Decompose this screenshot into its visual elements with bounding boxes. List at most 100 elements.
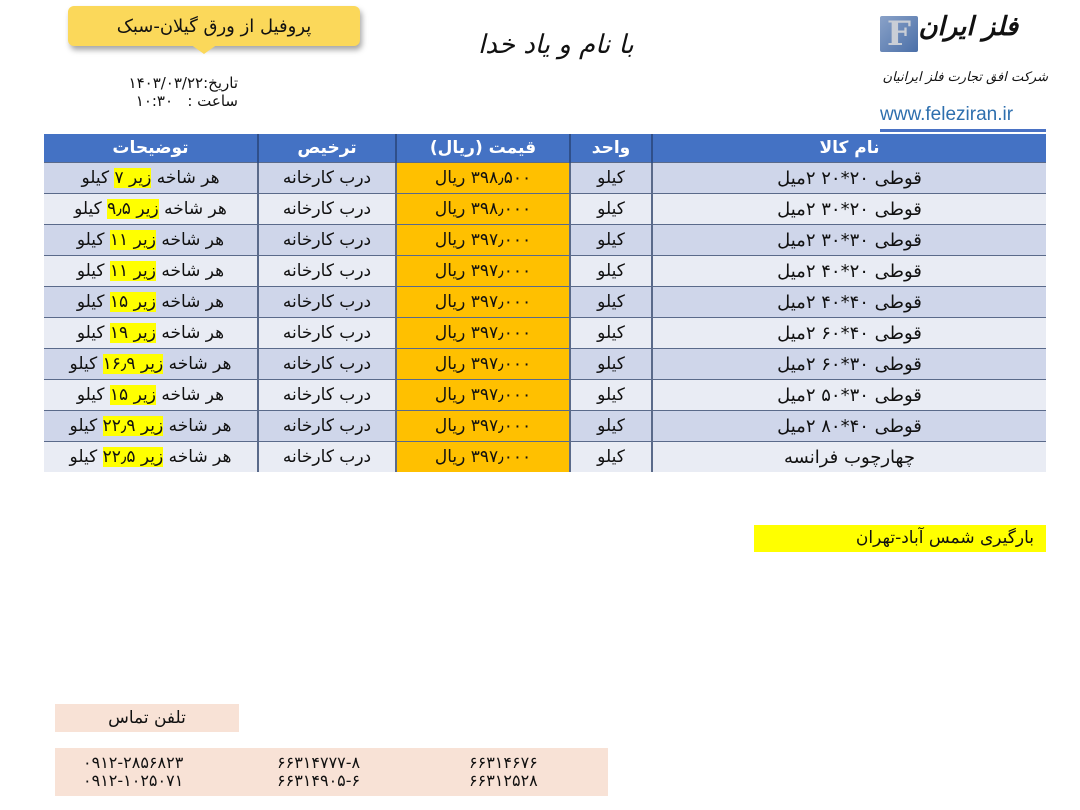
product-thickness: ۲میل	[777, 198, 816, 220]
header-unit: واحد	[569, 134, 652, 163]
phone-number: ۶۶۳۱۲۵۲۸	[469, 771, 538, 790]
price-cell: ۳۹۷٫۰۰۰ ریال	[395, 224, 570, 256]
product-type: قوطی	[874, 384, 922, 406]
unit-cell: کیلو	[569, 348, 652, 380]
product-size: ۳۰*۳۰	[821, 229, 869, 251]
logo-name: فلز ایران	[918, 12, 1018, 42]
header-product-name: نام کالا	[651, 134, 1046, 163]
weight-highlight: زیر ۲۲٫۹	[102, 416, 164, 436]
phone-number: ۰۹۱۲-۲۸۵۶۸۲۳	[83, 753, 184, 772]
table-row: قوطی ۳۰*۲۰ ۲میل کیلو ۳۹۸٫۰۰۰ ریال درب کارخا…	[44, 193, 1046, 225]
product-size: ۸۰*۴۰	[821, 415, 869, 437]
header-description: توضیحات	[44, 134, 258, 163]
contact-phone-label: تلفن تماس	[55, 704, 239, 732]
description-suffix: کیلو	[76, 230, 110, 250]
product-name-cell: قوطی ۶۰*۴۰ ۲میل	[651, 317, 1046, 349]
product-thickness: ۲میل	[777, 167, 816, 189]
product-size: ۶۰*۳۰	[821, 353, 869, 375]
product-thickness: ۲میل	[777, 353, 816, 375]
description-suffix: کیلو	[76, 385, 110, 405]
description-cell: هر شاخه زیر ۱۱ کیلو	[44, 255, 258, 287]
phone-column-mobile: ۰۹۱۲-۲۸۵۶۸۲۳ ۰۹۱۲-۱۰۲۵۰۷۱	[83, 754, 183, 790]
price-cell: ۳۹۷٫۰۰۰ ریال	[395, 410, 570, 442]
price-cell: ۳۹۷٫۰۰۰ ریال	[395, 379, 570, 411]
date-label: تاریخ:	[203, 74, 238, 92]
product-type: قوطی	[874, 198, 922, 220]
description-cell: هر شاخه زیر ۲۲٫۵ کیلو	[44, 441, 258, 472]
description-cell: هر شاخه زیر ۹٫۵ کیلو	[44, 193, 258, 225]
description-prefix: هر شاخه	[155, 261, 225, 281]
description-suffix: کیلو	[69, 416, 103, 436]
price-cell: ۳۹۸٫۰۰۰ ریال	[395, 193, 570, 225]
product-size: ۲۰*۲۰	[821, 167, 869, 189]
table-row: قوطی ۶۰*۳۰ ۲میل کیلو ۳۹۷٫۰۰۰ ریال درب کارخا…	[44, 348, 1046, 380]
description-suffix: کیلو	[81, 168, 115, 188]
product-type: قوطی	[874, 291, 922, 313]
product-type: قوطی	[874, 322, 922, 344]
product-type: قوطی	[874, 229, 922, 251]
product-name-cell: قوطی ۴۰*۴۰ ۲میل	[651, 286, 1046, 318]
date-value: ۱۴۰۳/۰۳/۲۲	[128, 74, 204, 92]
product-name-cell: قوطی ۸۰*۴۰ ۲میل	[651, 410, 1046, 442]
phone-number: ۶۶۳۱۴۶۷۶	[469, 753, 538, 772]
description-suffix: کیلو	[76, 323, 110, 343]
product-name-cell: چهارچوب فرانسه	[651, 441, 1046, 472]
product-thickness: ۲میل	[777, 384, 816, 406]
description-cell: هر شاخه زیر ۱۱ کیلو	[44, 224, 258, 256]
product-type: قوطی	[874, 415, 922, 437]
product-name-cell: قوطی ۲۰*۲۰ ۲میل	[651, 162, 1046, 194]
table-row: چهارچوب فرانسه کیلو ۳۹۷٫۰۰۰ ریال درب کارخان…	[44, 441, 1046, 472]
product-type: قوطی	[874, 353, 922, 375]
product-name-cell: قوطی ۳۰*۳۰ ۲میل	[651, 224, 1046, 256]
weight-highlight: زیر ۲۲٫۵	[102, 447, 164, 467]
product-size: ۴۰*۴۰	[821, 291, 869, 313]
price-table: نام کالا واحد قیمت (ریال) ترخیص توضیحات …	[44, 134, 1046, 472]
table-row: قوطی ۳۰*۳۰ ۲میل کیلو ۳۹۷٫۰۰۰ ریال درب کارخا…	[44, 224, 1046, 256]
price-cell: ۳۹۷٫۰۰۰ ریال	[395, 317, 570, 349]
product-name-cell: قوطی ۶۰*۳۰ ۲میل	[651, 348, 1046, 380]
header-delivery: ترخیص	[257, 134, 396, 163]
table-row: قوطی ۴۰*۴۰ ۲میل کیلو ۳۹۷٫۰۰۰ ریال درب کارخا…	[44, 286, 1046, 318]
table-row: قوطی ۵۰*۳۰ ۲میل کیلو ۳۹۷٫۰۰۰ ریال درب کارخا…	[44, 379, 1046, 411]
unit-cell: کیلو	[569, 193, 652, 225]
weight-highlight: زیر ۷	[114, 168, 152, 188]
description-prefix: هر شاخه	[158, 199, 227, 219]
unit-cell: کیلو	[569, 410, 652, 442]
unit-cell: کیلو	[569, 255, 652, 287]
product-type: قوطی	[874, 167, 922, 189]
phone-column-office: ۶۶۳۱۴۷۷۷-۸ ۶۶۳۱۴۹۰۵-۶	[277, 754, 360, 790]
delivery-cell: درب کارخانه	[257, 224, 396, 256]
price-cell: ۳۹۷٫۰۰۰ ریال	[395, 255, 570, 287]
description-suffix: کیلو	[69, 354, 103, 374]
product-thickness: ۲میل	[777, 291, 816, 313]
price-cell: ۳۹۸٫۵۰۰ ریال	[395, 162, 570, 194]
weight-highlight: زیر ۱۱	[109, 261, 156, 281]
weight-highlight: زیر ۱۱	[109, 230, 156, 250]
description-prefix: هر شاخه	[155, 230, 225, 250]
description-cell: هر شاخه زیر ۲۲٫۹ کیلو	[44, 410, 258, 442]
weight-highlight: زیر ۱۵	[109, 385, 156, 405]
title-callout-tail	[190, 44, 218, 54]
title-text: پروفیل از ورق گیلان-سبک	[116, 15, 312, 37]
delivery-cell: درب کارخانه	[257, 317, 396, 349]
website-link[interactable]: www.feleziran.ir	[880, 104, 1014, 125]
phone-numbers: ۰۹۱۲-۲۸۵۶۸۲۳ ۰۹۱۲-۱۰۲۵۰۷۱ ۶۶۳۱۴۷۷۷-۸ ۶۶۳…	[55, 748, 608, 796]
unit-cell: کیلو	[569, 317, 652, 349]
phone-number: ۶۶۳۱۴۹۰۵-۶	[277, 771, 361, 790]
weight-highlight: زیر ۱۶٫۹	[102, 354, 164, 374]
description-cell: هر شاخه زیر ۱۵ کیلو	[44, 286, 258, 318]
unit-cell: کیلو	[569, 441, 652, 472]
description-suffix: کیلو	[76, 292, 110, 312]
product-size: ۵۰*۳۰	[821, 384, 869, 406]
price-cell: ۳۹۷٫۰۰۰ ریال	[395, 441, 570, 472]
logo-divider	[880, 129, 1046, 132]
phone-number: ۶۶۳۱۴۷۷۷-۸	[277, 753, 361, 772]
delivery-cell: درب کارخانه	[257, 441, 396, 472]
description-prefix: هر شاخه	[163, 416, 232, 436]
date-time: تاریخ:۱۴۰۳/۰۳/۲۲ ساعت : ۱۰:۳۰	[88, 74, 238, 110]
delivery-cell: درب کارخانه	[257, 162, 396, 194]
delivery-cell: درب کارخانه	[257, 286, 396, 318]
weight-highlight: زیر ۱۹	[109, 323, 156, 343]
description-suffix: کیلو	[69, 447, 103, 467]
delivery-cell: درب کارخانه	[257, 193, 396, 225]
